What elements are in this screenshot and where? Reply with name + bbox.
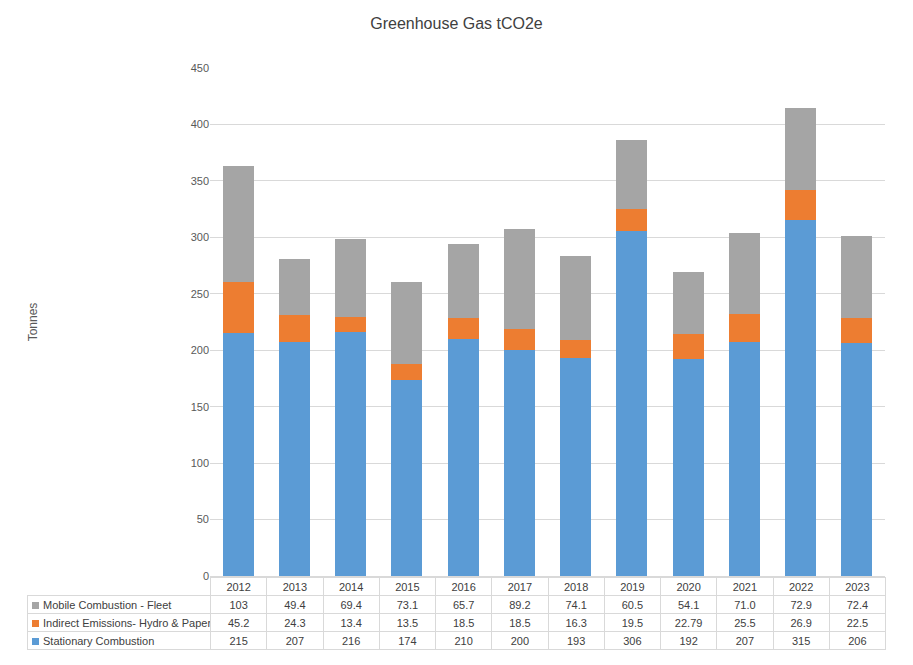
svg-text:300: 300 bbox=[191, 231, 209, 243]
html-text:2017: 2017 bbox=[507, 580, 533, 593]
html-text:2013: 2013 bbox=[282, 580, 308, 593]
html-text:19.5: 19.5 bbox=[621, 616, 644, 629]
svg-text:Greenhouse Gas tCO2e: Greenhouse Gas tCO2e bbox=[370, 15, 543, 32]
html-text:72.4: 72.4 bbox=[846, 598, 869, 611]
html-text:22.79: 22.79 bbox=[674, 616, 703, 629]
html-text:2020: 2020 bbox=[676, 580, 701, 593]
html-text:207: 207 bbox=[735, 634, 754, 647]
html-text:103: 103 bbox=[229, 598, 248, 611]
html-text:2023: 2023 bbox=[845, 580, 870, 593]
html-text:2018: 2018 bbox=[563, 580, 589, 593]
html-text:2022: 2022 bbox=[788, 580, 814, 593]
svg-text:400: 400 bbox=[191, 118, 209, 130]
html-text:Indirect Emissions- Hydro & Pa: Indirect Emissions- Hydro & Paper bbox=[43, 616, 212, 629]
html-text:73.1: 73.1 bbox=[396, 598, 419, 611]
html-text:192: 192 bbox=[679, 634, 698, 647]
html-text:54.1: 54.1 bbox=[677, 598, 700, 611]
html-text:Mobile Combustion - Fleet: Mobile Combustion - Fleet bbox=[43, 598, 172, 611]
html-text:207: 207 bbox=[285, 634, 304, 647]
html-text:71.0: 71.0 bbox=[734, 598, 756, 611]
svg-text:100: 100 bbox=[191, 457, 209, 469]
html-text:2021: 2021 bbox=[732, 580, 758, 593]
html-text:65.7: 65.7 bbox=[452, 598, 475, 611]
html-text:2012: 2012 bbox=[226, 580, 251, 593]
html-text:16.3: 16.3 bbox=[565, 616, 587, 629]
html-text:315: 315 bbox=[791, 634, 811, 647]
svg-text:250: 250 bbox=[191, 288, 209, 300]
html-text:18.5: 18.5 bbox=[452, 616, 475, 629]
html-text:26.9: 26.9 bbox=[790, 616, 812, 629]
html-text:216: 216 bbox=[341, 634, 361, 647]
svg-text:450: 450 bbox=[191, 62, 209, 74]
html-text:13.4: 13.4 bbox=[340, 616, 362, 629]
html-text:60.5: 60.5 bbox=[621, 598, 644, 611]
html-text:24.3: 24.3 bbox=[284, 616, 306, 629]
html-text:Stationary Combustion: Stationary Combustion bbox=[43, 634, 155, 647]
html-text:2019: 2019 bbox=[620, 580, 645, 593]
html-text:49.4: 49.4 bbox=[284, 598, 306, 611]
svg-text:50: 50 bbox=[197, 513, 209, 525]
html-text:74.1: 74.1 bbox=[565, 598, 587, 611]
html-text:210: 210 bbox=[454, 634, 473, 647]
html-text:2016: 2016 bbox=[451, 580, 476, 593]
html-text:2015: 2015 bbox=[395, 580, 420, 593]
html-text:193: 193 bbox=[566, 634, 586, 647]
html-text:22.5: 22.5 bbox=[846, 616, 869, 629]
html-text:200: 200 bbox=[510, 634, 529, 647]
svg-text:200: 200 bbox=[191, 344, 209, 356]
html-text:174: 174 bbox=[398, 634, 417, 647]
html-text:72.9: 72.9 bbox=[790, 598, 812, 611]
html-text:306: 306 bbox=[623, 634, 642, 647]
html-text:25.5: 25.5 bbox=[734, 616, 756, 629]
html-text:69.4: 69.4 bbox=[340, 598, 362, 611]
svg-text:150: 150 bbox=[191, 401, 209, 413]
html-text:13.5: 13.5 bbox=[396, 616, 419, 629]
html-text:2014: 2014 bbox=[338, 580, 364, 593]
svg-text:0: 0 bbox=[203, 570, 209, 582]
svg-text:350: 350 bbox=[191, 175, 209, 187]
html-text:45.2: 45.2 bbox=[227, 616, 250, 629]
html-text:18.5: 18.5 bbox=[509, 616, 531, 629]
html-text:215: 215 bbox=[229, 634, 248, 647]
svg-text:Tonnes: Tonnes bbox=[26, 303, 40, 342]
html-text:206: 206 bbox=[848, 634, 867, 647]
html-text:89.2: 89.2 bbox=[509, 598, 531, 611]
